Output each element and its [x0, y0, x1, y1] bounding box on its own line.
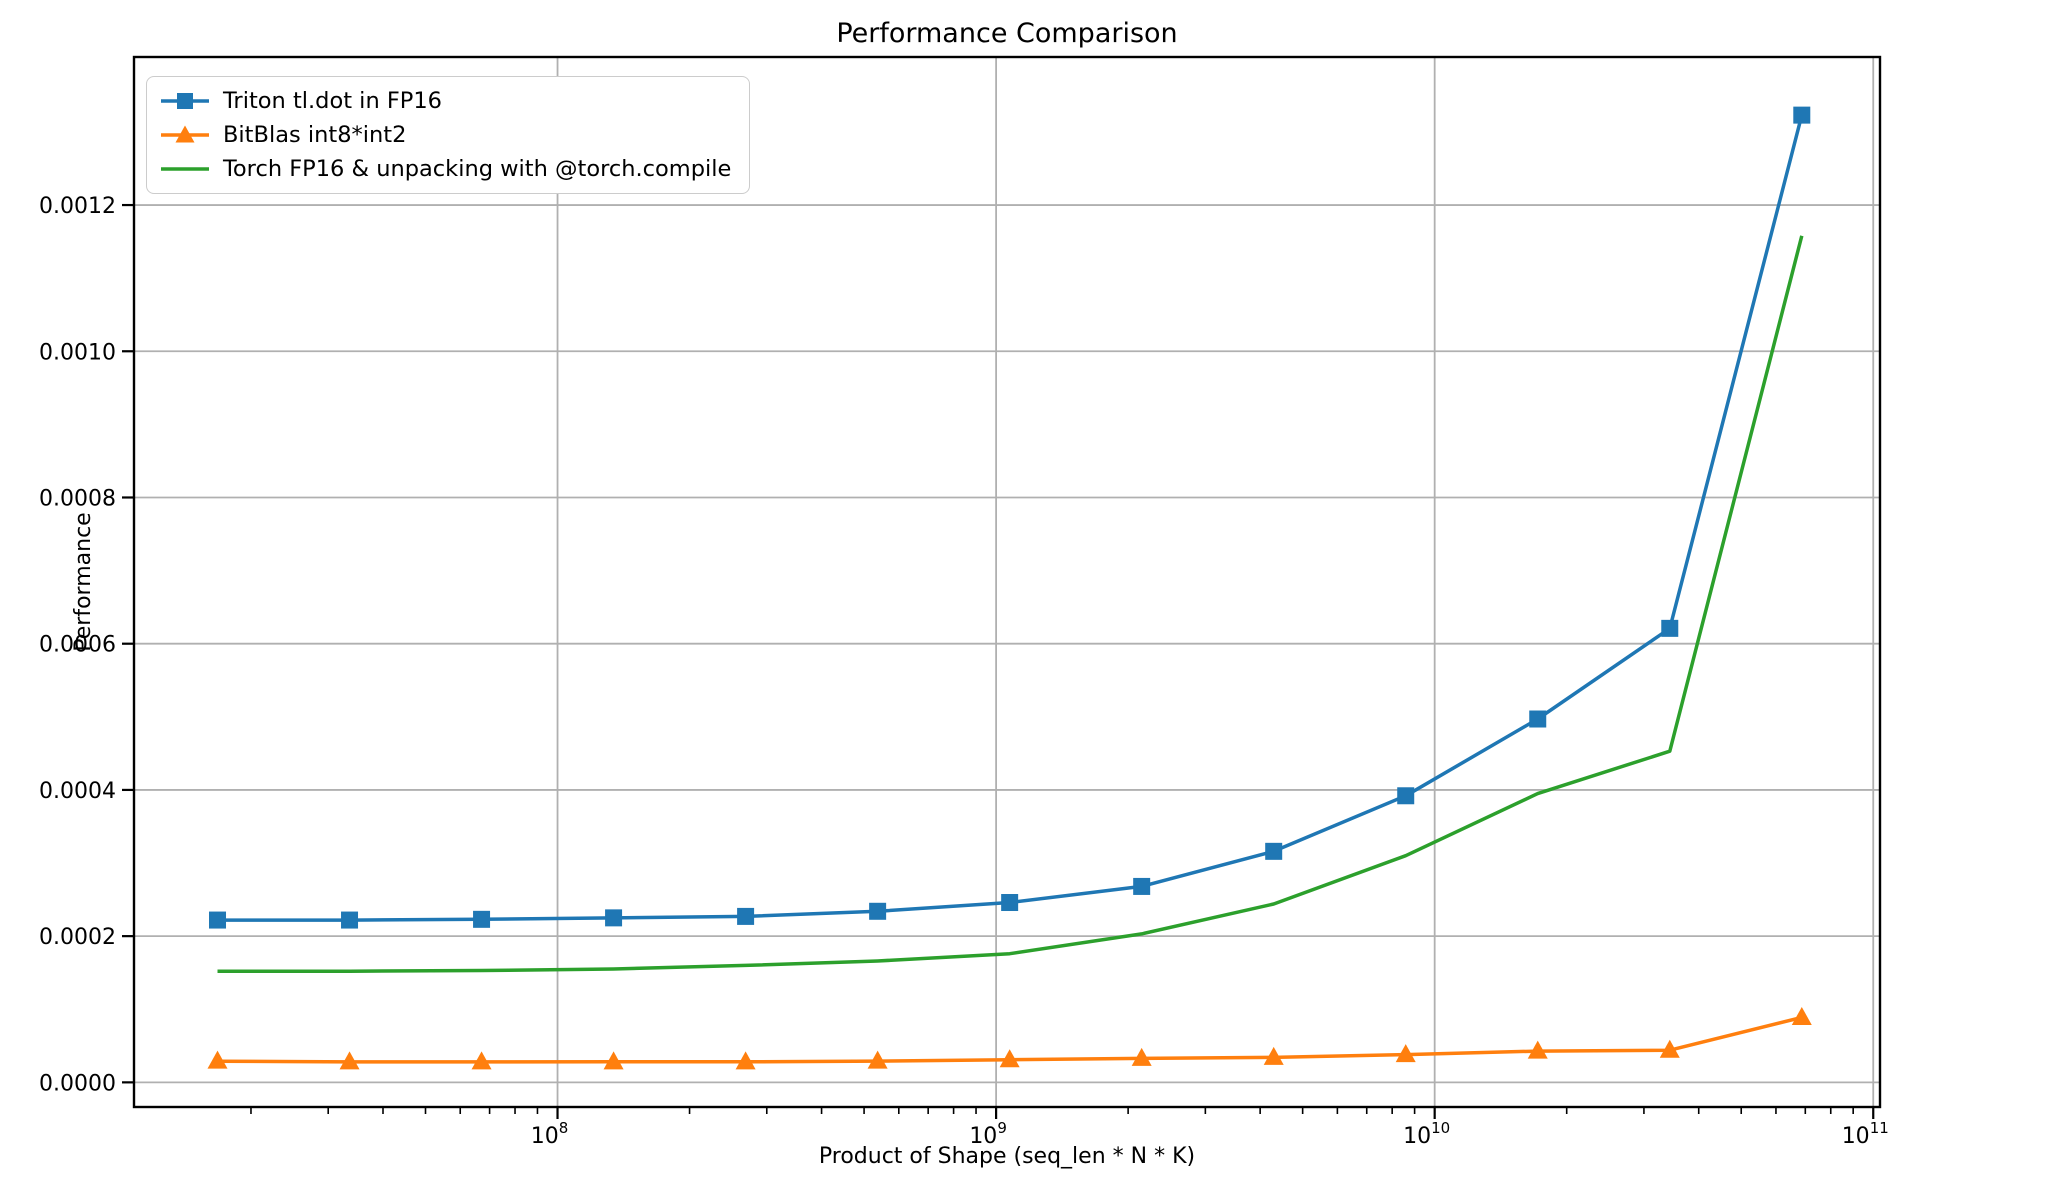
- data-point-square: [209, 911, 227, 929]
- x-tick-label: 1010: [1403, 1119, 1450, 1149]
- x-axis-label: Product of Shape (seq_len * N * K): [818, 1144, 1196, 1169]
- x-tick-label: 109: [969, 1119, 1007, 1149]
- data-point-triangle: [603, 1051, 624, 1070]
- data-point-square: [737, 907, 755, 925]
- data-point-square: [341, 911, 359, 929]
- data-point-triangle: [1659, 1039, 1680, 1058]
- y-tick-label: 0.0002: [39, 925, 116, 950]
- data-point-square: [1397, 787, 1415, 805]
- data-point-square: [605, 909, 623, 927]
- y-tick-label: 0.0004: [39, 779, 116, 804]
- data-point-triangle: [1527, 1040, 1548, 1059]
- data-point-triangle: [1131, 1047, 1152, 1066]
- legend-item: Torch FP16 & unpacking with @torch.compi…: [159, 153, 731, 185]
- data-point-triangle: [1791, 1006, 1812, 1025]
- plot-frame: [132, 55, 1882, 1109]
- series-line-2: [217, 235, 1804, 973]
- x-tick-label: 108: [531, 1119, 569, 1149]
- data-point-triangle: [207, 1050, 228, 1069]
- y-axis-label: Performance: [71, 512, 97, 652]
- legend-item: BitBlas int8*int2: [159, 119, 731, 151]
- data-point-square: [1001, 894, 1019, 912]
- y-tick-label: 0.0000: [39, 1071, 116, 1096]
- legend-swatch-line-icon: [161, 167, 209, 171]
- data-point-square: [1793, 106, 1811, 124]
- legend-label: Triton tl.dot in FP16: [223, 88, 442, 114]
- series-line-0: [217, 114, 1804, 922]
- data-point-triangle: [1263, 1046, 1284, 1065]
- data-point-triangle: [735, 1051, 756, 1070]
- data-point-triangle: [1395, 1044, 1416, 1063]
- legend-swatch-line-triangle-icon: [161, 125, 209, 143]
- legend-label: BitBlas int8*int2: [223, 122, 407, 148]
- chart-title: Performance Comparison: [836, 18, 1178, 49]
- data-point-triangle: [999, 1049, 1020, 1068]
- x-tick-label: 1011: [1842, 1119, 1889, 1149]
- data-point-square: [1265, 842, 1283, 860]
- data-point-square: [1661, 619, 1679, 637]
- data-point-square: [1529, 710, 1547, 728]
- data-point-triangle: [339, 1051, 360, 1070]
- legend-label: Torch FP16 & unpacking with @torch.compi…: [223, 156, 732, 182]
- y-tick-label: 0.0006: [39, 633, 116, 658]
- data-point-square: [473, 910, 491, 928]
- legend-item: Triton tl.dot in FP16: [159, 85, 731, 117]
- data-point-triangle: [867, 1050, 888, 1069]
- data-point-square: [1133, 877, 1151, 895]
- legend: Triton tl.dot in FP16 BitBlas int8*int2 …: [146, 76, 751, 194]
- y-tick-label: 0.0010: [39, 340, 116, 365]
- legend-swatch-line-square-icon: [161, 93, 209, 109]
- data-point-square: [869, 902, 887, 920]
- y-tick-label: 0.0008: [39, 486, 116, 511]
- data-point-triangle: [471, 1051, 492, 1070]
- y-tick-label: 0.0012: [39, 194, 116, 219]
